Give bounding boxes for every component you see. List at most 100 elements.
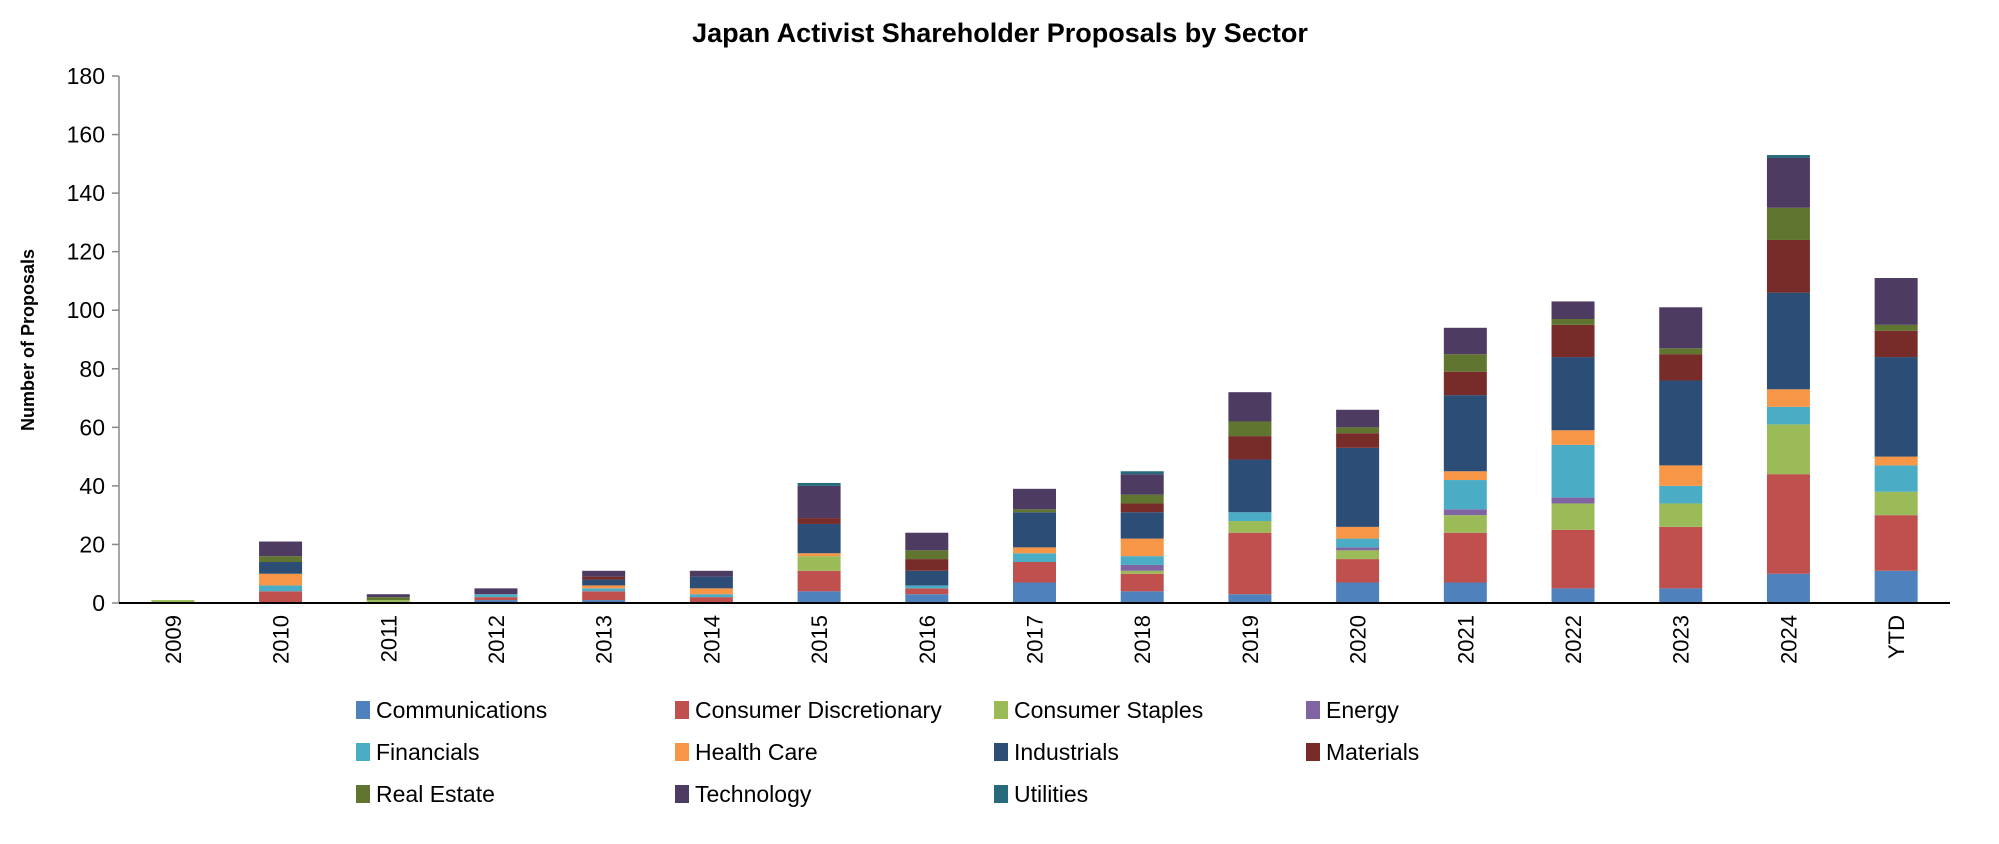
bar-segment-financials: Financials YTD: 9 <box>1874 465 1918 492</box>
x-tick-label: 2020 <box>1346 615 1371 664</box>
bar-segment-technology: Technology 2023: 14 <box>1659 307 1703 349</box>
bar-segment-consumer-staples: Consumer Staples 2023: 8 <box>1659 503 1703 527</box>
bar-segment-technology: Technology 2024: 17 <box>1766 157 1810 208</box>
bar-segment-health-care: Health Care 2013: 1 <box>582 585 626 589</box>
bar-segment-health-care: Health Care 2020: 4 <box>1336 526 1380 539</box>
bar-segment-financials: Financials 2018: 3 <box>1120 556 1164 565</box>
legend-swatch <box>356 743 370 761</box>
bar-segment-consumer-staples: Consumer Staples 2011: 1 <box>366 600 410 603</box>
bar-segment-health-care: Health Care 2023: 7 <box>1659 465 1703 486</box>
bar-segment-technology: Technology 2013: 2 <box>582 570 626 577</box>
x-tick-label: 2012 <box>484 615 509 664</box>
bar-segment-financials: Financials 2020: 3 <box>1336 538 1380 548</box>
bar-segment-consumer-staples: Consumer Staples 2018: 1 <box>1120 570 1164 574</box>
bar-segment-real-estate: Real Estate YTD: 2 <box>1874 324 1918 331</box>
bar-segment-communications: Communications 2016: 3 <box>905 594 949 603</box>
x-tick-label: 2018 <box>1130 615 1155 664</box>
bar-segment-technology: Technology 2014: 2 <box>689 570 733 577</box>
bar-segment-communications: Communications 2015: 4 <box>797 591 841 603</box>
legend-label: Energy <box>1326 697 1399 723</box>
bar-segment-health-care: Health Care 2018: 6 <box>1120 538 1164 557</box>
bar-segment-health-care: Health Care 2015: 1 <box>797 553 841 557</box>
legend-swatch <box>1306 743 1320 761</box>
bar-segment-consumer-staples: Consumer Staples 2020: 3 <box>1336 550 1380 560</box>
bar-segment-materials: Materials 2013: 1 <box>582 576 626 580</box>
bar-segment-health-care: Health Care 2021: 3 <box>1443 471 1487 481</box>
bar-segment-industrials: Industrials 2014: 4 <box>689 576 733 589</box>
y-tick-label: 40 <box>79 473 105 499</box>
x-tick-label: 2014 <box>699 615 724 664</box>
bar-segment-consumer-staples: Consumer Staples 2019: 4 <box>1228 521 1272 533</box>
bar-segment-industrials: Industrials 2010: 4 <box>259 562 303 574</box>
bar-segment-real-estate: Real Estate 2020: 2 <box>1336 427 1380 434</box>
bar-segment-financials: Financials 2021: 10 <box>1443 480 1487 510</box>
bar-segment-industrials: Industrials 2017: 12 <box>1013 512 1056 548</box>
legend-swatch <box>1306 701 1320 719</box>
y-tick-label: 20 <box>79 531 105 557</box>
legend-label: Real Estate <box>376 781 495 807</box>
bar-segment-consumer-discretionary: Consumer Discretionary 2018: 6 <box>1120 573 1164 592</box>
bar-segment-utilities: Utilities 2015: 1 <box>797 482 841 486</box>
legend-label: Communications <box>376 697 547 723</box>
bar-segment-communications: Communications 2013: 1 <box>582 600 626 603</box>
bar-segment-consumer-staples: Consumer Staples 2015: 5 <box>797 556 841 571</box>
legend-label: Health Care <box>695 739 818 765</box>
x-tick-label: 2022 <box>1561 615 1586 664</box>
bar-segment-industrials: Industrials 2022: 25 <box>1551 357 1595 431</box>
bars: Consumer Staples 2009: 1 Consumer Discret… <box>151 155 1918 603</box>
bar-segment-financials: Financials 2016: 1 <box>905 585 949 589</box>
bar-segment-energy: Energy 2022: 2 <box>1551 497 1595 504</box>
bar-segment-real-estate: Real Estate 2018: 3 <box>1120 494 1164 504</box>
bar-segment-technology: Technology 2016: 6 <box>905 532 949 551</box>
bar-segment-financials: Financials 2017: 3 <box>1013 553 1056 563</box>
bar-segment-real-estate: Real Estate 2023: 2 <box>1659 348 1703 355</box>
x-tick-label: 2021 <box>1453 615 1478 664</box>
bar-segment-consumer-discretionary: Consumer Discretionary 2013: 3 <box>582 591 626 601</box>
bar-segment-real-estate: Real Estate 2022: 2 <box>1551 319 1595 325</box>
bar-segment-technology: Technology 2021: 9 <box>1443 327 1487 355</box>
bar-segment-communications: Communications 2024: 10 <box>1766 573 1810 603</box>
y-axis: 0 20 40 60 80 100 120 140 160 180 <box>67 63 120 616</box>
bar-segment-consumer-staples: Consumer Staples 2009: 1 <box>151 600 195 603</box>
bar-segment-communications: Communications 2021: 7 <box>1443 582 1487 603</box>
x-tick-label: 2023 <box>1669 615 1694 664</box>
bar-segment-technology: Technology 2015: 11 <box>797 485 841 519</box>
bar-segment-industrials: Industrials 2024: 33 <box>1766 292 1810 390</box>
bar-segment-consumer-discretionary: Consumer Discretionary 2017: 7 <box>1013 562 1056 583</box>
legend-label: Consumer Staples <box>1014 697 1203 723</box>
y-tick-label: 140 <box>67 180 105 206</box>
bar-segment-materials: Materials 2023: 9 <box>1659 354 1703 381</box>
bar-segment-consumer-discretionary: Consumer Discretionary 2023: 21 <box>1659 526 1703 589</box>
legend-swatch <box>994 743 1008 761</box>
bar-segment-financials: Financials 2022: 18 <box>1551 444 1595 498</box>
x-tick-label: 2016 <box>915 615 940 664</box>
x-tick-label: 2019 <box>1238 615 1263 664</box>
legend-swatch <box>675 701 689 719</box>
legend: Communications Consumer Discretionary Cons… <box>356 697 1419 807</box>
bar-segment-financials: Financials 2019: 3 <box>1228 512 1272 522</box>
bar-segment-consumer-discretionary: Consumer Discretionary 2020: 8 <box>1336 559 1380 583</box>
bar-segment-materials: Materials 2018: 3 <box>1120 503 1164 513</box>
bar-segment-health-care: Health Care 2014: 2 <box>689 588 733 595</box>
bar-segment-consumer-discretionary: Consumer Discretionary 2024: 34 <box>1766 474 1810 574</box>
bar-segment-technology: Technology 2019: 10 <box>1228 392 1272 422</box>
legend-swatch <box>994 785 1008 803</box>
legend-label: Industrials <box>1014 739 1119 765</box>
bar-segment-consumer-discretionary: Consumer Discretionary 2012: 1 <box>474 597 518 601</box>
bar-segment-consumer-discretionary: Consumer Discretionary YTD: 19 <box>1874 515 1918 571</box>
bar-segment-utilities: Utilities 2018: 1 <box>1120 471 1164 475</box>
bar-segment-technology: Technology 2022: 6 <box>1551 301 1595 320</box>
bar-segment-communications: Communications 2023: 5 <box>1659 588 1703 603</box>
bar-segment-financials: Financials 2024: 6 <box>1766 406 1810 425</box>
bar-segment-consumer-discretionary: Consumer Discretionary 2022: 20 <box>1551 529 1595 589</box>
y-tick-label: 120 <box>67 239 105 265</box>
bar-segment-health-care: Health Care YTD: 3 <box>1874 456 1918 466</box>
legend-label: Materials <box>1326 739 1419 765</box>
bar-segment-communications: Communications 2020: 7 <box>1336 582 1380 603</box>
bar-segment-materials: Materials 2016: 4 <box>905 559 949 571</box>
bar-segment-real-estate: Real Estate 2024: 11 <box>1766 207 1810 240</box>
bar-segment-consumer-discretionary: Consumer Discretionary 2015: 7 <box>797 570 841 592</box>
bar-segment-real-estate: Real Estate 2019: 5 <box>1228 421 1272 437</box>
legend-swatch <box>675 785 689 803</box>
